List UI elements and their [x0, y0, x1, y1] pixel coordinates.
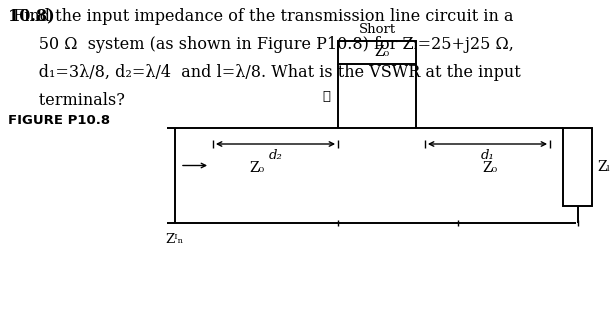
Text: d₂: d₂: [268, 149, 283, 162]
Text: d₁=3λ/8, d₂=λ/4  and l=λ/8. What is the VSWR at the input: d₁=3λ/8, d₂=λ/4 and l=λ/8. What is the V…: [8, 64, 521, 81]
Text: FIGURE P10.8: FIGURE P10.8: [8, 114, 110, 127]
Text: d₁: d₁: [481, 149, 495, 162]
Text: 50 Ω  system (as shown in Figure P10.8) for Zₗ=25+j25 Ω,: 50 Ω system (as shown in Figure P10.8) f…: [8, 36, 514, 53]
Text: Z₀: Z₀: [375, 46, 390, 59]
Text: Z₀: Z₀: [249, 161, 264, 175]
Bar: [563, 128, 592, 206]
Text: Find the input impedance of the transmission line circuit in a: Find the input impedance of the transmis…: [8, 8, 514, 25]
Text: Zₗ: Zₗ: [597, 160, 610, 174]
Text: Z₀: Z₀: [482, 161, 497, 175]
Text: Zᴵₙ: Zᴵₙ: [166, 233, 184, 246]
Text: Short: Short: [359, 23, 395, 36]
Text: 10.8): 10.8): [8, 8, 55, 25]
Bar: [338, 41, 416, 64]
Text: ℓ: ℓ: [322, 89, 330, 102]
Text: terminals?: terminals?: [8, 92, 125, 109]
